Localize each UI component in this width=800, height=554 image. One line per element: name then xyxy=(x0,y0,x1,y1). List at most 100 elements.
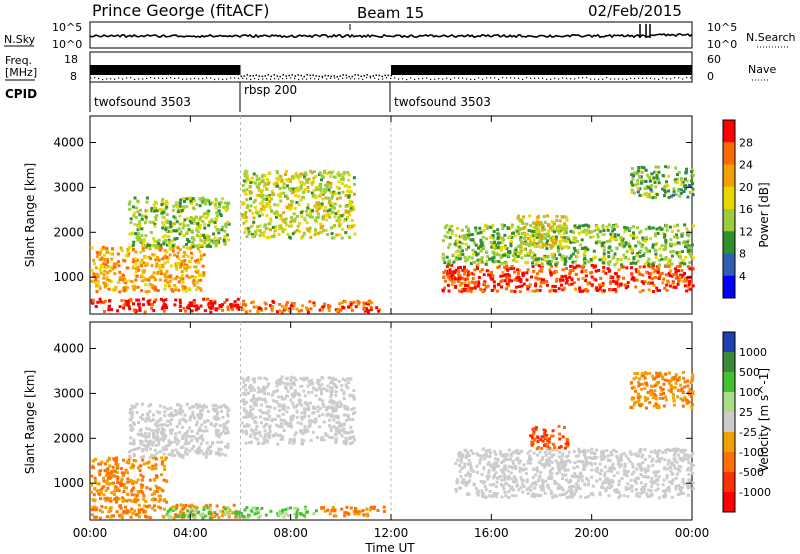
data-pixel xyxy=(503,233,507,237)
data-pixel xyxy=(603,257,607,261)
data-pixel xyxy=(601,284,605,288)
data-pixel xyxy=(337,428,341,432)
data-pixel xyxy=(162,438,165,442)
data-pixel xyxy=(311,405,315,409)
data-pixel xyxy=(344,209,348,213)
data-pixel xyxy=(664,239,668,242)
data-pixel xyxy=(531,231,535,235)
data-pixel xyxy=(244,169,248,173)
data-pixel xyxy=(318,308,322,312)
data-pixel xyxy=(167,413,171,417)
data-pixel xyxy=(220,514,224,518)
data-pixel xyxy=(558,239,562,243)
data-pixel xyxy=(597,268,601,272)
data-pixel xyxy=(228,508,232,512)
data-pixel xyxy=(165,407,169,411)
data-pixel xyxy=(262,437,266,441)
data-pixel xyxy=(651,196,655,200)
data-pixel xyxy=(217,516,221,519)
data-pixel xyxy=(456,279,460,282)
data-pixel xyxy=(333,206,336,210)
data-pixel xyxy=(147,432,151,436)
data-pixel xyxy=(204,425,208,429)
data-pixel xyxy=(595,286,599,290)
data-pixel xyxy=(312,176,316,180)
data-pixel xyxy=(550,492,554,496)
data-pixel xyxy=(172,204,176,208)
data-pixel xyxy=(224,453,228,457)
data-pixel xyxy=(154,298,158,302)
data-pixel xyxy=(130,507,134,511)
data-pixel xyxy=(540,462,544,466)
data-pixel xyxy=(479,258,483,262)
data-pixel xyxy=(269,217,272,221)
data-pixel xyxy=(284,303,288,307)
data-pixel xyxy=(186,266,190,270)
data-pixel xyxy=(266,202,270,206)
data-pixel xyxy=(143,504,147,508)
data-pixel xyxy=(105,515,109,519)
data-pixel xyxy=(590,259,594,263)
data-pixel xyxy=(288,179,292,183)
data-pixel xyxy=(602,269,606,273)
data-pixel xyxy=(322,506,325,510)
data-pixel xyxy=(276,193,280,197)
nave-dot xyxy=(266,78,268,80)
data-pixel xyxy=(195,280,199,284)
data-pixel xyxy=(233,304,237,308)
nave-dot xyxy=(530,77,532,79)
data-pixel xyxy=(634,261,638,265)
data-pixel xyxy=(509,244,513,248)
data-pixel xyxy=(130,489,134,493)
data-pixel xyxy=(198,243,201,247)
nave-dot xyxy=(518,77,520,80)
data-pixel xyxy=(137,446,141,450)
data-pixel xyxy=(557,287,561,291)
data-pixel xyxy=(162,448,166,452)
data-pixel xyxy=(264,204,268,208)
data-pixel xyxy=(654,252,658,256)
data-pixel xyxy=(209,245,213,249)
data-pixel xyxy=(466,462,470,466)
data-pixel xyxy=(663,194,666,198)
data-pixel xyxy=(249,181,253,184)
data-pixel xyxy=(263,397,267,401)
data-pixel xyxy=(599,276,603,280)
data-pixel xyxy=(460,235,464,239)
data-pixel xyxy=(548,243,552,247)
data-pixel xyxy=(675,251,679,255)
data-pixel xyxy=(276,512,280,516)
data-pixel xyxy=(687,234,691,238)
data-pixel xyxy=(242,299,246,303)
data-pixel xyxy=(528,238,532,242)
data-pixel xyxy=(102,493,106,497)
data-pixel xyxy=(180,208,184,212)
data-pixel xyxy=(131,260,135,264)
data-pixel xyxy=(293,512,297,516)
data-pixel xyxy=(145,261,149,265)
data-pixel xyxy=(107,456,111,460)
nave-dot xyxy=(322,77,324,79)
data-pixel xyxy=(274,225,278,229)
nave-dot xyxy=(310,77,312,80)
data-pixel xyxy=(636,190,640,194)
data-pixel xyxy=(225,221,229,224)
data-pixel xyxy=(348,442,352,446)
data-pixel xyxy=(334,212,338,216)
data-pixel xyxy=(646,281,650,285)
data-pixel xyxy=(198,273,201,277)
data-pixel xyxy=(611,229,615,233)
data-pixel xyxy=(103,310,106,313)
data-pixel xyxy=(168,220,172,224)
data-pixel xyxy=(242,515,246,519)
data-pixel xyxy=(234,513,238,517)
data-pixel xyxy=(214,217,218,221)
data-pixel xyxy=(100,487,104,491)
data-pixel xyxy=(184,442,188,446)
data-pixel xyxy=(174,448,178,452)
data-pixel xyxy=(140,233,144,237)
data-pixel xyxy=(222,505,226,509)
data-pixel xyxy=(178,422,181,425)
data-pixel xyxy=(160,200,164,204)
data-pixel xyxy=(172,507,176,511)
